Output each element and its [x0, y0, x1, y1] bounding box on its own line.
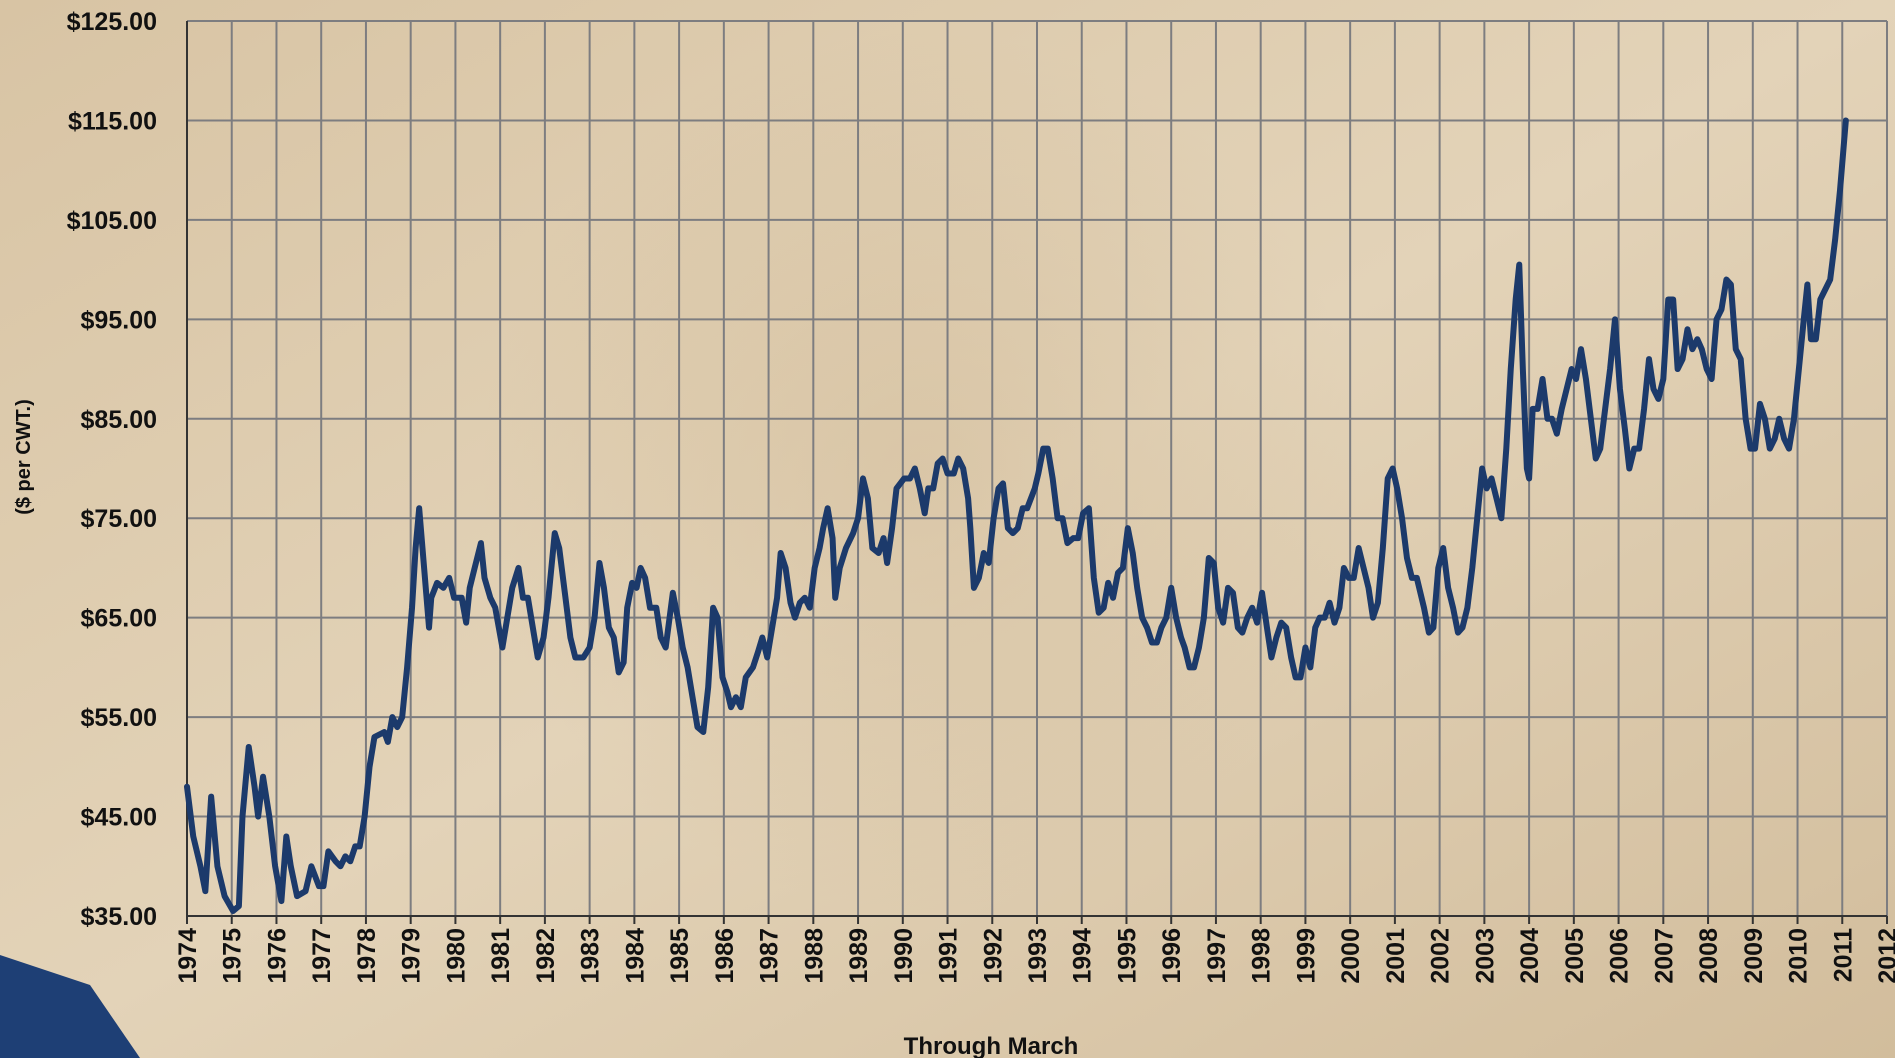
x-tick-label: 1982 [532, 928, 560, 984]
y-tick-label: $105.00 [67, 207, 157, 235]
x-tick-label: 1975 [219, 928, 247, 984]
y-axis-label: ($ per CWT.) [13, 399, 35, 515]
x-tick-label: 2009 [1740, 928, 1768, 984]
x-tick-label: 1990 [890, 928, 918, 984]
y-tick-label: $125.00 [67, 8, 157, 36]
y-tick-label: $95.00 [81, 306, 157, 334]
x-tick-label: 1977 [308, 928, 336, 984]
x-tick-label: 1985 [666, 928, 694, 984]
x-tick-label: 1991 [935, 928, 963, 984]
x-tick-label: 1984 [621, 928, 649, 984]
x-tick-label: 1974 [174, 928, 202, 984]
x-tick-label: 1999 [1292, 928, 1320, 984]
background-seal [480, 30, 1360, 910]
y-tick-label: $85.00 [81, 406, 157, 434]
x-tick-label: 1993 [1024, 928, 1052, 984]
x-tick-label: 2002 [1427, 928, 1455, 984]
x-axis-label: Through March [904, 1033, 1079, 1058]
x-tick-label: 1987 [756, 928, 784, 984]
y-tick-label: $45.00 [81, 804, 157, 832]
x-tick-label: 2001 [1382, 928, 1410, 984]
x-tick-label: 1994 [1069, 928, 1097, 984]
x-tick-label: 1998 [1248, 928, 1276, 984]
x-tick-label: 1976 [263, 928, 291, 984]
x-tick-label: 2011 [1829, 928, 1857, 982]
page: ($ per CWT.) Through March $35.00 $45.00 $… [0, 0, 1895, 1058]
y-tick-label: $75.00 [81, 505, 157, 533]
x-tick-label: 1995 [1113, 928, 1141, 984]
x-tick-label: 1996 [1158, 928, 1186, 984]
x-tick-label: 1980 [442, 928, 470, 984]
x-tick-label: 2000 [1337, 928, 1365, 984]
x-tick-label: 2006 [1606, 928, 1634, 984]
chart: ($ per CWT.) Through March $35.00 $45.00 $… [0, 0, 1895, 1058]
x-tick-label: 2010 [1785, 928, 1813, 984]
x-tick-label: 2007 [1650, 928, 1678, 984]
x-tick-label: 1981 [487, 928, 515, 984]
x-tick-label: 1992 [979, 928, 1007, 984]
x-tick-label: 2003 [1471, 928, 1499, 984]
x-tick-label: 1988 [800, 928, 828, 984]
x-tick-label: 1997 [1203, 928, 1231, 984]
y-tick-label: $35.00 [81, 903, 157, 931]
x-tick-label: 2012 [1874, 928, 1895, 984]
x-tick-label: 1989 [845, 928, 873, 984]
y-tick-label: $65.00 [81, 605, 157, 633]
x-tick-label: 1986 [711, 928, 739, 984]
x-tick-label: 2008 [1695, 928, 1723, 984]
y-tick-label: $55.00 [81, 704, 157, 732]
x-tick-label: 1983 [577, 928, 605, 984]
x-tick-label: 1979 [398, 928, 426, 984]
x-tick-label: 1978 [353, 928, 381, 984]
x-tick-label: 2005 [1561, 928, 1589, 984]
y-tick-label: $115.00 [68, 107, 157, 135]
x-tick-label: 2004 [1516, 928, 1544, 984]
